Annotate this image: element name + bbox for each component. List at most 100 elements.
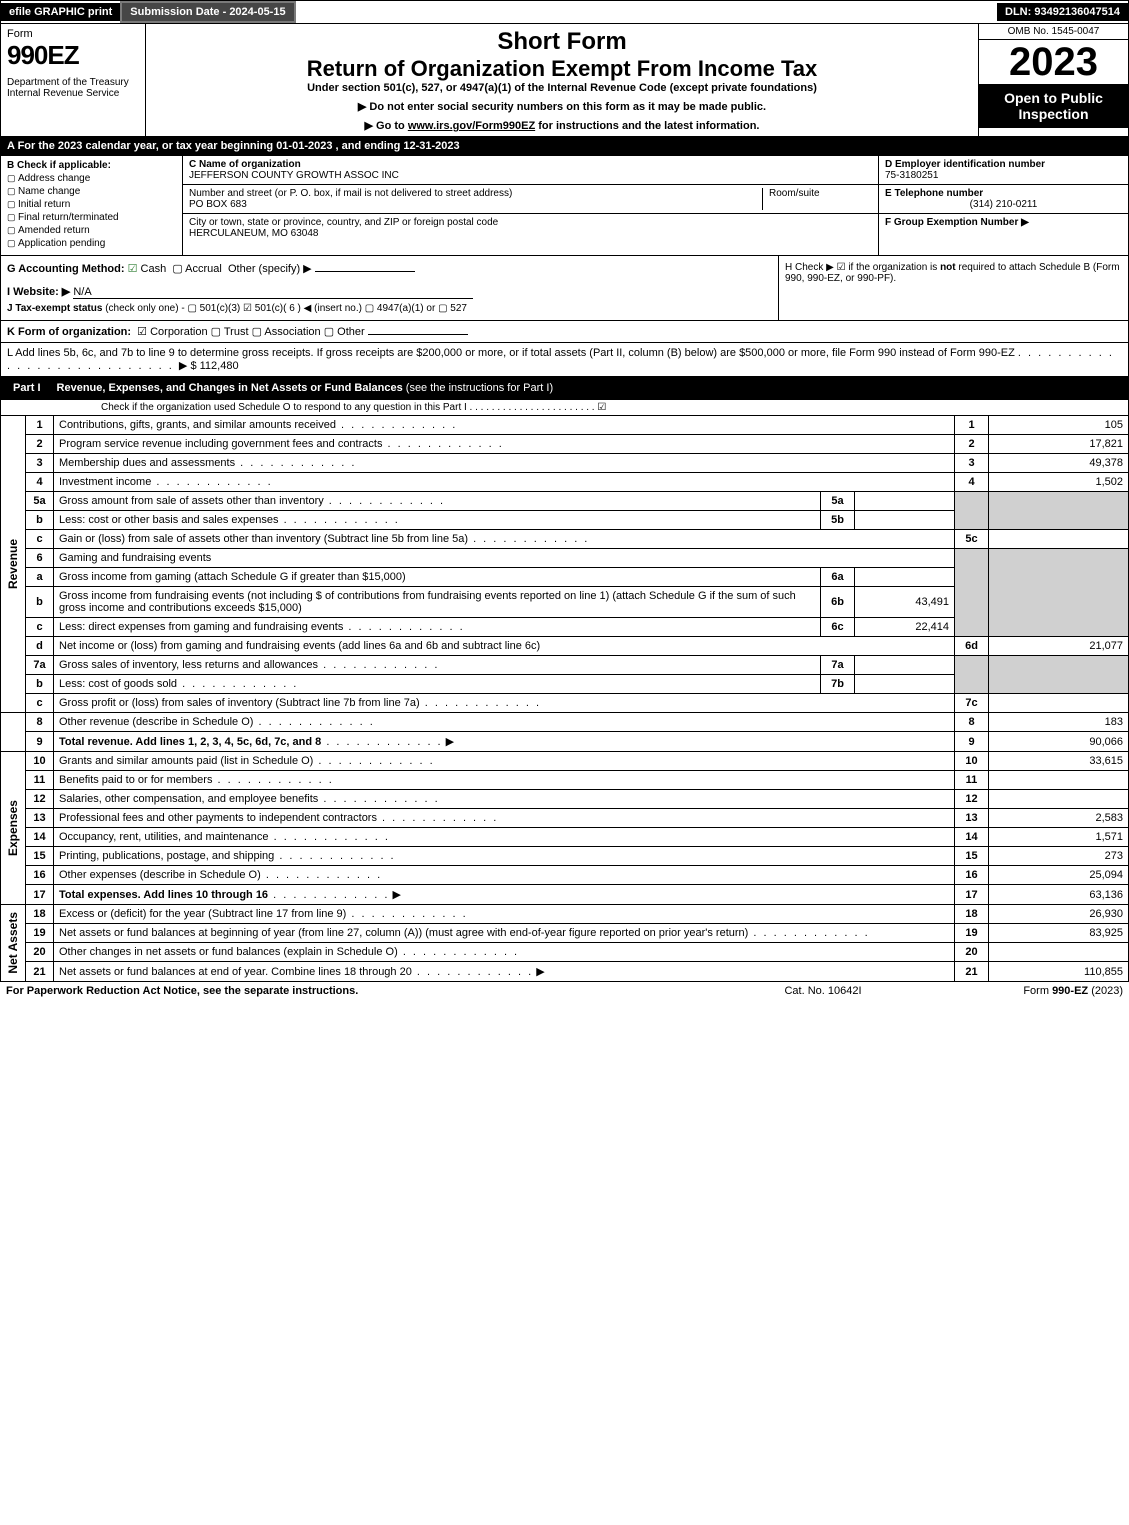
l5a-desc: Gross amount from sale of assets other t… (54, 492, 821, 511)
k-opts[interactable]: ☑ Corporation ▢ Trust ▢ Association ▢ Ot… (137, 326, 365, 338)
section-def: D Employer identification number 75-3180… (878, 156, 1128, 255)
l12-desc: Salaries, other compensation, and employ… (54, 790, 955, 809)
l14-d: Occupancy, rent, utilities, and maintena… (59, 831, 269, 843)
ein-value: 75-3180251 (885, 170, 938, 181)
cb-accrual[interactable] (172, 263, 185, 275)
page-footer: For Paperwork Reduction Act Notice, see … (0, 982, 1129, 1000)
l17-amt: 63,136 (989, 885, 1129, 905)
l6d-amt: 21,077 (989, 637, 1129, 656)
section-l: L Add lines 5b, 6c, and 7b to line 9 to … (0, 343, 1129, 377)
footer-right-form: 990-EZ (1052, 985, 1088, 997)
expenses-vlabel: Expenses (1, 752, 26, 905)
footer-left: For Paperwork Reduction Act Notice, see … (6, 985, 723, 997)
l10-amt: 33,615 (989, 752, 1129, 771)
gray-cell (989, 492, 1129, 530)
revenue-vlabel-cont (1, 713, 26, 752)
l21-amt: 110,855 (989, 962, 1129, 982)
cb-cash[interactable] (128, 263, 141, 275)
dots (318, 659, 439, 671)
l17-r: 17 (955, 885, 989, 905)
revenue-text: Revenue (6, 539, 20, 589)
header-right: OMB No. 1545-0047 2023 Open to Public In… (978, 24, 1128, 136)
part1-title: Revenue, Expenses, and Changes in Net As… (57, 382, 403, 394)
org-city: HERCULANEUM, MO 63048 (189, 228, 318, 239)
l7b-sv (855, 675, 955, 694)
l16-amt: 25,094 (989, 866, 1129, 885)
netassets-text: Net Assets (6, 912, 20, 974)
form-number: 990EZ (7, 40, 139, 71)
dots (412, 966, 533, 978)
l6b-desc: Gross income from fundraising events (no… (54, 587, 821, 618)
l2-num: 2 (26, 435, 54, 454)
l19-r: 19 (955, 924, 989, 943)
l18-num: 18 (26, 905, 54, 924)
l17-d: Total expenses. Add lines 10 through 16 (59, 889, 268, 901)
part1-check[interactable]: Check if the organization used Schedule … (0, 400, 1129, 415)
irs-link[interactable]: www.irs.gov/Form990EZ (408, 120, 535, 132)
l8-r: 8 (955, 713, 989, 732)
l15-desc: Printing, publications, postage, and shi… (54, 847, 955, 866)
l15-r: 15 (955, 847, 989, 866)
l9-amt: 90,066 (989, 732, 1129, 752)
l6a-sv (855, 568, 955, 587)
l6a-sn: 6a (821, 568, 855, 587)
l-amount: ▶ $ 112,480 (179, 360, 239, 372)
l12-d: Salaries, other compensation, and employ… (59, 793, 318, 805)
e-label: E Telephone number (885, 188, 983, 199)
l18-desc: Excess or (deficit) for the year (Subtra… (54, 905, 955, 924)
l7c-desc: Gross profit or (loss) from sales of inv… (54, 694, 955, 713)
tax-year: 2023 (979, 40, 1128, 84)
j-opts[interactable]: ▢ 501(c)(3) ☑ 501(c)( 6 ) ◀ (insert no.)… (187, 303, 467, 314)
l6d-r: 6d (955, 637, 989, 656)
top-bar: efile GRAPHIC print Submission Date - 20… (0, 0, 1129, 24)
g-label: G Accounting Method: (7, 263, 125, 275)
l8-d: Other revenue (describe in Schedule O) (59, 716, 253, 728)
section-b: B Check if applicable: Address change Na… (1, 156, 183, 255)
l7a-d: Gross sales of inventory, less returns a… (59, 659, 318, 671)
l21-num: 21 (26, 962, 54, 982)
k-other-input[interactable] (368, 334, 468, 335)
l5a-d: Gross amount from sale of assets other t… (59, 495, 324, 507)
l16-desc: Other expenses (describe in Schedule O) (54, 866, 955, 885)
dots (313, 755, 434, 767)
gray-cell (955, 492, 989, 530)
dots (748, 927, 869, 939)
g-accounting: G Accounting Method: Cash Accrual Other … (7, 262, 772, 275)
ssn-warning: ▶ Do not enter social security numbers o… (154, 100, 970, 113)
dots (151, 476, 272, 488)
l15-num: 15 (26, 847, 54, 866)
l8-num: 8 (26, 713, 54, 732)
l20-amt (989, 943, 1129, 962)
section-k: K Form of organization: ☑ Corporation ▢ … (0, 321, 1129, 343)
l7a-sv (855, 656, 955, 675)
l7a-desc: Gross sales of inventory, less returns a… (54, 656, 821, 675)
b-title: B Check if applicable: (7, 160, 176, 171)
dots (269, 831, 390, 843)
l11-num: 11 (26, 771, 54, 790)
cb-application-pending[interactable]: Application pending (7, 238, 176, 249)
cb-amended-return[interactable]: Amended return (7, 225, 176, 236)
l5c-amt (989, 530, 1129, 549)
cb-final-return[interactable]: Final return/terminated (7, 212, 176, 223)
l8-desc: Other revenue (describe in Schedule O) (54, 713, 955, 732)
dots (420, 697, 541, 709)
j-tax-exempt: J Tax-exempt status (check only one) - ▢… (7, 303, 772, 314)
l17-desc: Total expenses. Add lines 10 through 16 … (54, 885, 955, 905)
cb-address-change[interactable]: Address change (7, 173, 176, 184)
l16-d: Other expenses (describe in Schedule O) (59, 869, 261, 881)
section-h: H Check ▶ ☑ if the organization is not r… (778, 256, 1128, 320)
l9-r: 9 (955, 732, 989, 752)
form-header: Form 990EZ Department of the Treasury In… (0, 24, 1129, 137)
dots (177, 678, 298, 690)
cb-initial-return[interactable]: Initial return (7, 199, 176, 210)
l5b-desc: Less: cost or other basis and sales expe… (54, 511, 821, 530)
l6d-desc: Net income or (loss) from gaming and fun… (54, 637, 955, 656)
efile-label[interactable]: efile GRAPHIC print (1, 3, 120, 21)
cb-name-change[interactable]: Name change (7, 186, 176, 197)
l6b-sv: 43,491 (855, 587, 955, 618)
l19-amt: 83,925 (989, 924, 1129, 943)
g-other-input[interactable] (315, 271, 415, 272)
l5b-sn: 5b (821, 511, 855, 530)
l16-num: 16 (26, 866, 54, 885)
dots (274, 850, 395, 862)
